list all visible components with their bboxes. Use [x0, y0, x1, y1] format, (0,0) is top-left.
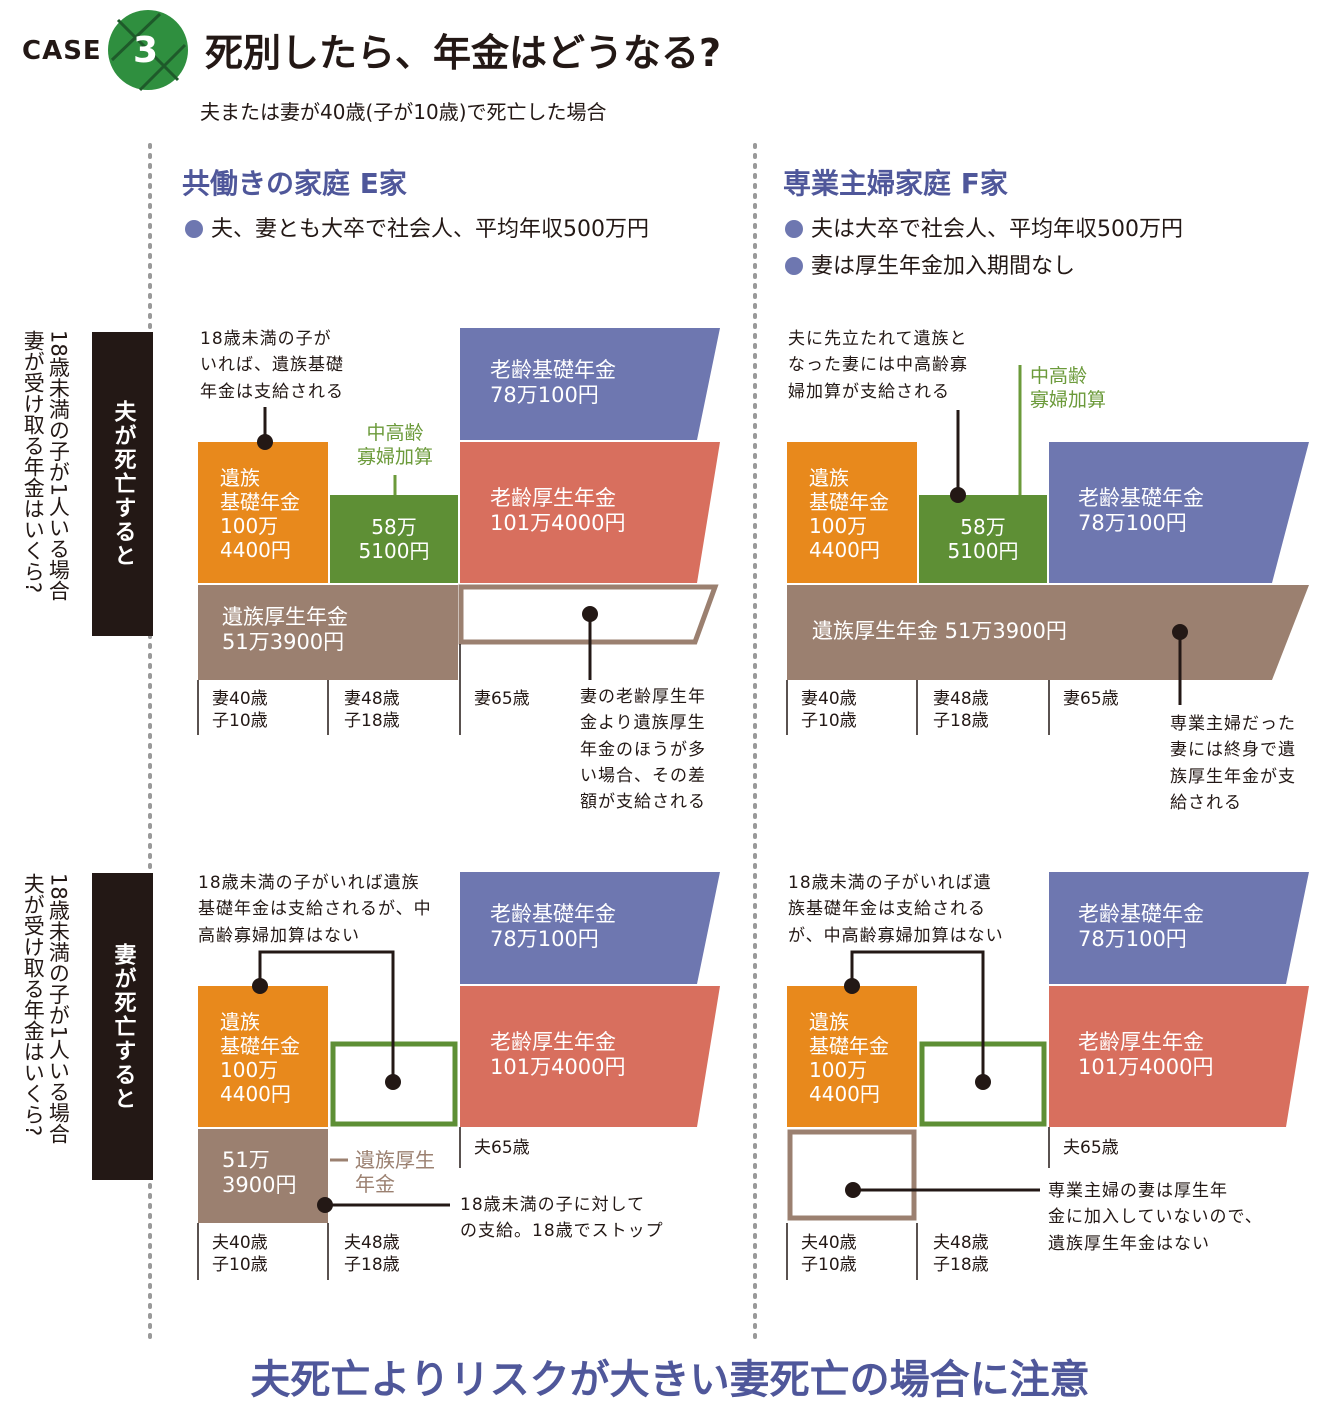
- survivor-basic-box: 遺族 基礎年金 100万 4400円: [809, 1010, 889, 1106]
- page-subtitle: 夫または妻が40歳(子が10歳)で死亡した場合: [200, 100, 607, 124]
- panel-f-wife-shapes: [786, 872, 1309, 1280]
- column-f-bullet: 夫は大卒で社会人、平均年収500万円: [785, 216, 1183, 244]
- row-label-husband-dies: 夫が死亡すると: [92, 332, 153, 636]
- timeline-label: 夫40歳 子10歳: [801, 1233, 857, 1276]
- timeline-label: 妻48歳 子18歳: [344, 689, 400, 732]
- row-question-wife-dies: 18歳未満の子が1人いる場合 夫が受け取る年金はいくら?: [21, 873, 71, 1145]
- survivor-employee-box: 遺族厚生年金 51万3900円: [222, 605, 348, 655]
- timeline-label: 夫65歳: [474, 1138, 530, 1158]
- case-number: 3: [133, 30, 159, 71]
- timeline-label: 夫40歳 子10歳: [212, 1233, 268, 1276]
- bullet-dot-icon: [185, 220, 203, 238]
- note-no-widow-addition: 18歳未満の子がいれば遺族 基礎年金は支給されるが、中 高齢寡婦加算はない: [198, 873, 432, 946]
- bullet-dot-icon: [785, 220, 803, 238]
- survivor-employee-amount: 51万 3900円: [222, 1148, 297, 1198]
- old-age-employee-box: 老齢厚生年金 101万4000円: [1078, 1030, 1214, 1080]
- note-lifetime: 専業主婦だった 妻には終身で遺 族厚生年金が支 給される: [1170, 714, 1296, 814]
- timeline-label: 夫48歳 子18歳: [344, 1233, 400, 1276]
- survivor-basic-box: 遺族 基礎年金 100万 4400円: [220, 466, 300, 562]
- note-no-widow-addition: 18歳未満の子がいれば遺 族基礎年金は支給される が、中高齢寡婦加算はない: [788, 873, 1004, 946]
- column-f-bullet: 妻は厚生年金加入期間なし: [785, 253, 1075, 281]
- case-label: CASE: [22, 36, 102, 66]
- survivor-employee-box: 遺族厚生年金 51万3900円: [812, 619, 1067, 643]
- panel-e-wife-shapes: [197, 872, 720, 1280]
- old-age-employee-box: 老齢厚生年金 101万4000円: [490, 486, 626, 536]
- survivor-employee-label: 遺族厚生 年金: [355, 1148, 435, 1196]
- survivor-basic-box: 遺族 基礎年金 100万 4400円: [809, 466, 889, 562]
- widow-addition-label: 中高齢 寡婦加算: [1030, 365, 1107, 411]
- survivor-basic-box: 遺族 基礎年金 100万 4400円: [220, 1010, 300, 1106]
- timeline-label: 夫48歳 子18歳: [933, 1233, 989, 1276]
- timeline-label: 妻40歳 子10歳: [212, 689, 268, 732]
- widow-addition-label: 中高齢 寡婦加算: [356, 422, 433, 468]
- timeline-label: 妻40歳 子10歳: [801, 689, 857, 732]
- panel-e-husband-shapes: [197, 328, 720, 735]
- timeline-label: 夫65歳: [1063, 1138, 1119, 1158]
- column-heading-e: 共働きの家庭 E家: [182, 167, 407, 200]
- timeline-label: 妻65歳: [1063, 689, 1119, 709]
- column-heading-f: 専業主婦家庭 F家: [783, 167, 1008, 200]
- old-age-basic-box: 老齢基礎年金 78万100円: [1078, 486, 1204, 536]
- row-label-wife-dies: 妻が死亡すると: [92, 873, 153, 1180]
- timeline-label: 妻65歳: [474, 689, 530, 709]
- old-age-basic-box: 老齢基礎年金 78万100円: [1078, 902, 1204, 952]
- widow-addition-amount: 58万 5100円: [947, 515, 1019, 563]
- column-e-bullet: 夫、妻とも大卒で社会人、平均年収500万円: [185, 216, 649, 244]
- panel-f-husband-shapes: [786, 365, 1309, 735]
- note-survivor-basic: 18歳未満の子が いれば、遺族基礎 年金は支給される: [200, 329, 344, 402]
- bullet-dot-icon: [785, 257, 803, 275]
- note-widow-addition: 夫に先立たれて遺族と なった妻には中高齢寡 婦加算が支給される: [788, 329, 968, 402]
- old-age-basic-box: 老齢基礎年金 78万100円: [490, 902, 616, 952]
- timeline-label: 妻48歳 子18歳: [933, 689, 989, 732]
- page-title: 死別したら、年金はどうなる?: [205, 31, 722, 75]
- note-difference: 妻の老齢厚生年 金より遺族厚生 年金のほうが多 い場合、その差 額が支給される: [580, 687, 706, 813]
- row-question-husband-dies: 18歳未満の子が1人いる場合 妻が受け取る年金はいくら?: [21, 330, 71, 602]
- footer-headline: 夫死亡よりリスクが大きい妻死亡の場合に注意: [250, 1357, 1090, 1403]
- widow-addition-amount: 58万 5100円: [358, 515, 430, 563]
- note-stop-at-18: 18歳未満の子に対して の支給。18歳でストップ: [460, 1195, 664, 1242]
- note-no-survivor-employee: 専業主婦の妻は厚生年 金に加入していないので、 遺族厚生年金はない: [1048, 1181, 1263, 1254]
- old-age-basic-box: 老齢基礎年金 78万100円: [490, 358, 616, 408]
- old-age-employee-box: 老齢厚生年金 101万4000円: [490, 1030, 626, 1080]
